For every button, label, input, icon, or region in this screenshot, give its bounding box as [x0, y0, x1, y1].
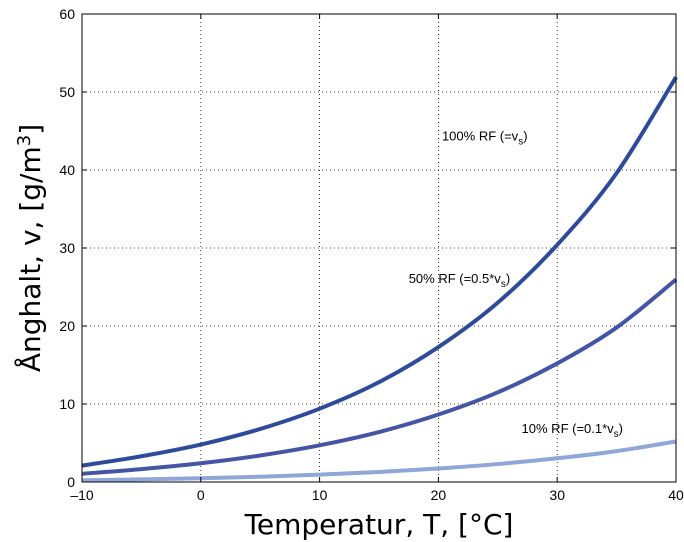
x-tick-label: 30	[549, 487, 565, 503]
annotations: 100% RF (=vs) 50% RF (=0.5*vs) 10% RF (=0.…	[409, 128, 623, 440]
x-tick-label: 10	[312, 487, 328, 503]
x-tick-label: –10	[70, 487, 94, 503]
series-line-1	[81, 278, 678, 476]
series-lines	[81, 76, 678, 483]
x-tick-label: 0	[197, 487, 205, 503]
y-axis-label: Ånghalt, v, [g/m3]	[13, 124, 47, 372]
x-tick-label: 40	[668, 487, 684, 503]
series-annotation-1: 50% RF (=0.5*vs)	[409, 271, 510, 290]
series-line-0	[81, 76, 678, 468]
y-tick-label: 0	[67, 474, 75, 490]
y-axis-label-sup: 3	[14, 135, 35, 146]
series-annotation-2: 10% RF (=0.1*vs)	[522, 421, 623, 440]
series-annotation-0: 100% RF (=vs)	[442, 128, 528, 147]
y-tick-label: 40	[59, 162, 75, 178]
y-tick-label: 50	[59, 84, 75, 100]
y-tick-label: 20	[59, 318, 75, 334]
x-tick-label: 20	[431, 487, 447, 503]
series-line-2	[81, 439, 677, 483]
y-axis-label-end: ]	[14, 124, 47, 135]
y-axis-label-main: Ånghalt, v, [g/m	[13, 146, 47, 372]
y-tick-label: 60	[59, 6, 75, 22]
y-tick-label: 10	[59, 396, 75, 412]
x-axis-label: Temperatur, T, [°C]	[244, 508, 514, 541]
y-tick-label: 30	[59, 240, 75, 256]
grid	[82, 14, 676, 482]
